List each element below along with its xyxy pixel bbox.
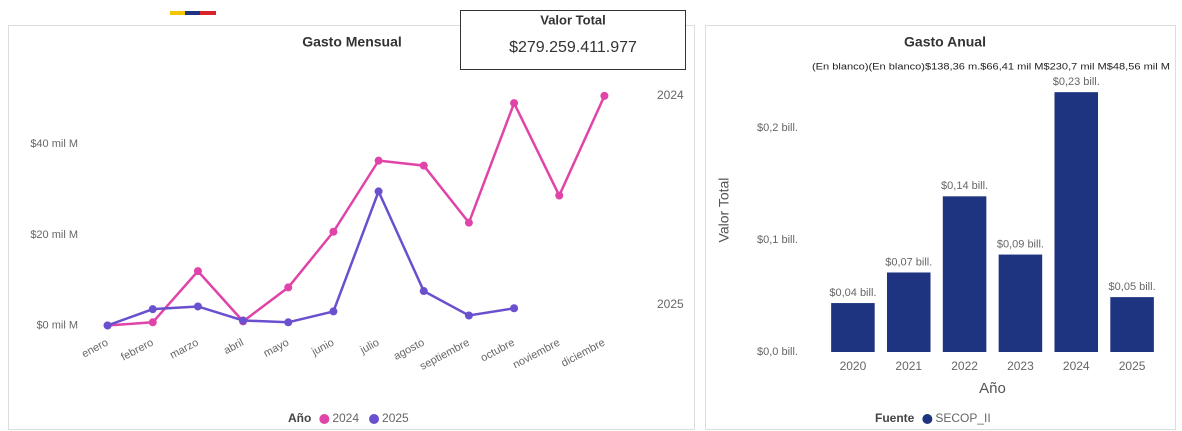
point [510, 99, 519, 108]
card-title: Valor Total [540, 12, 606, 27]
point [374, 156, 383, 165]
point [329, 227, 338, 236]
point [239, 316, 248, 325]
point [374, 187, 383, 196]
annotation: (En blanco)(En blanco)$138,36 m.$66,41 m… [812, 61, 1170, 71]
bar [998, 254, 1043, 352]
line [107, 95, 606, 327]
legend-title: Fuente [875, 411, 915, 425]
y-tick-label: $0,0 bill. [757, 346, 798, 358]
point [329, 307, 338, 316]
chart-title: Gasto Anual [904, 34, 986, 50]
point [464, 218, 473, 227]
data-label: $0,14 bill. [941, 180, 988, 192]
y-tick-label: $40 mil M [30, 138, 78, 150]
bar [886, 272, 931, 352]
point [193, 302, 202, 311]
point [510, 304, 519, 313]
data-label: $0,09 bill. [997, 238, 1044, 250]
legend-marker [369, 414, 380, 424]
point [419, 161, 428, 170]
data-label: $0,04 bill. [829, 287, 876, 299]
point [148, 318, 157, 327]
data-label: $0,07 bill. [885, 256, 932, 268]
x-tick-label: 2022 [951, 359, 978, 373]
legend-title: Año [288, 411, 311, 425]
point [419, 287, 428, 296]
bar [831, 303, 875, 352]
series-end-label: 2025 [657, 297, 684, 311]
point [193, 267, 202, 276]
y-tick-label: $0,1 bill. [757, 234, 798, 246]
flag-icon [185, 11, 200, 15]
chart-title: Gasto Mensual [302, 34, 402, 50]
x-tick-label: 2025 [1119, 359, 1146, 373]
point [600, 91, 609, 100]
panel [705, 25, 1176, 430]
card-value: $279.259.411.977 [509, 39, 637, 56]
legend-label: 2025 [382, 411, 409, 425]
flag-icon [170, 11, 185, 15]
bar [1054, 92, 1099, 352]
x-tick-label: 2023 [1007, 359, 1034, 373]
y-tick-label: $0 mil M [36, 319, 78, 331]
point [148, 305, 157, 314]
legend-label: SECOP_II [935, 411, 990, 425]
legend-marker [319, 414, 330, 424]
data-label: $0,05 bill. [1109, 281, 1156, 293]
x-tick-label: 2024 [1063, 359, 1090, 373]
x-tick-label: 2021 [895, 359, 922, 373]
x-tick-label: 2020 [840, 359, 867, 373]
point [464, 311, 473, 320]
legend-label: 2024 [332, 411, 359, 425]
point [284, 283, 293, 292]
data-label: $0,23 bill. [1053, 76, 1100, 88]
series-end-label: 2024 [657, 88, 684, 102]
y-tick-label: $0,2 bill. [757, 122, 798, 134]
legend-marker [922, 414, 933, 424]
bar [1110, 297, 1154, 352]
y-tick-label: $20 mil M [30, 229, 78, 241]
x-axis-title: Año [979, 380, 1006, 397]
y-axis-title: Valor Total [716, 178, 732, 243]
point [103, 321, 112, 330]
panel [8, 25, 695, 430]
point [555, 191, 564, 200]
line [107, 188, 515, 327]
point [284, 318, 293, 327]
card [460, 10, 686, 70]
bar [942, 196, 987, 352]
flag-icon [200, 11, 216, 15]
